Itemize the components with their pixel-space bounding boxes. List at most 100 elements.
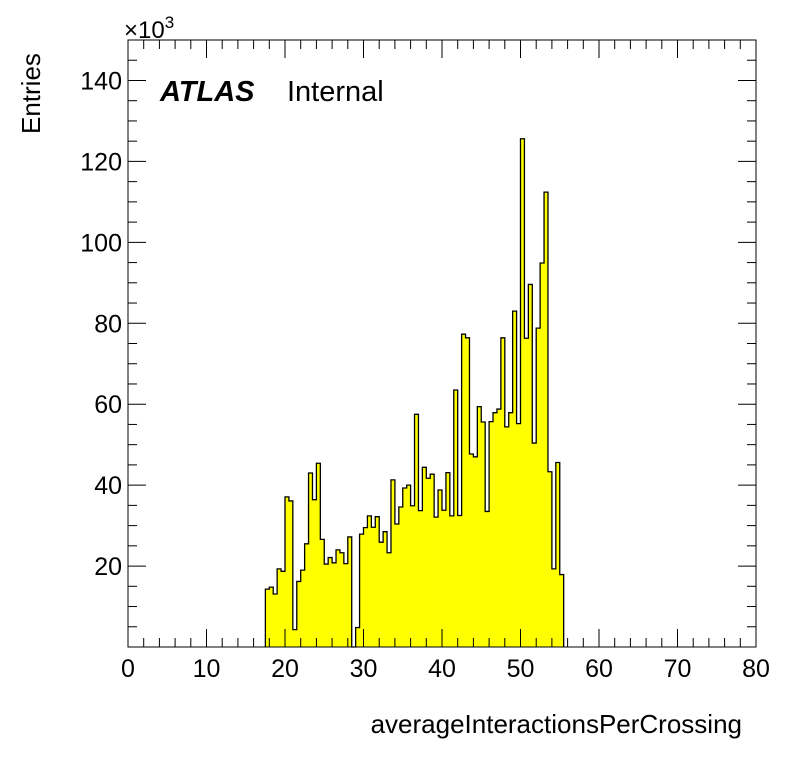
x-tick-label: 50	[507, 655, 535, 683]
histogram-bar	[359, 534, 364, 647]
histogram-bar	[547, 471, 553, 647]
histogram-bar	[555, 462, 561, 647]
histogram-bar	[316, 463, 321, 647]
histogram-bar	[265, 589, 270, 647]
status-label: Internal	[287, 76, 384, 108]
histogram-bar	[343, 563, 349, 647]
histogram-bar	[512, 311, 517, 647]
histogram-bar	[504, 426, 510, 647]
histogram-bar	[406, 485, 411, 647]
histogram-bar	[473, 456, 478, 647]
histogram-bar	[375, 516, 380, 647]
histogram-bar	[398, 506, 404, 647]
histogram-bar	[273, 593, 278, 647]
histogram-bar	[269, 587, 274, 647]
histogram-bar	[465, 337, 470, 647]
y-tick-label: 140	[80, 67, 122, 95]
histogram-bar	[508, 412, 513, 647]
histogram-bar	[347, 536, 353, 647]
histogram-bar	[308, 472, 313, 647]
histogram-bar	[442, 510, 447, 647]
histogram-bar	[363, 527, 368, 647]
histogram-bar	[500, 337, 506, 647]
x-axis-title: averageInteractionsPerCrossing	[371, 709, 742, 739]
histogram-bar	[277, 568, 282, 647]
y-tick-labels: 20 40 60 80 100 120 140	[80, 67, 122, 581]
histogram-bar	[304, 543, 309, 647]
y-tick-label: 80	[94, 310, 122, 338]
histogram-bar	[300, 570, 305, 647]
histogram-bar	[371, 527, 376, 647]
y-tick-label: 100	[80, 229, 122, 257]
histogram-bars	[264, 138, 565, 648]
histogram-bar	[516, 423, 521, 647]
x-tick-label: 80	[742, 655, 770, 683]
histogram-bar	[532, 443, 537, 647]
histogram-bar	[324, 564, 329, 647]
histogram-bar	[312, 499, 317, 647]
histogram-bar	[402, 487, 407, 647]
x-tick-label: 10	[193, 655, 221, 683]
histogram-bar	[339, 552, 345, 647]
histogram-bar	[496, 409, 502, 647]
histogram-bar	[449, 515, 455, 647]
x-tick-labels: 0 10 20 30 40 50 60 70 80	[121, 655, 770, 683]
histogram-bar	[422, 467, 427, 647]
histogram-bar	[438, 489, 443, 647]
x-tick-label: 40	[428, 655, 456, 683]
histogram-bar	[524, 338, 529, 647]
histogram-bar	[328, 557, 333, 647]
y-axis-title: Entries	[16, 53, 46, 134]
histogram-bar	[493, 412, 498, 647]
histogram-bar	[469, 453, 474, 647]
histogram-bar	[281, 571, 286, 647]
y-tick-label: 120	[80, 148, 122, 176]
histogram-bar	[426, 478, 431, 647]
y-tick-label: 40	[94, 472, 122, 500]
y-tick-label: 20	[94, 553, 122, 581]
histogram-bar	[355, 627, 360, 647]
histogram-bar	[430, 474, 435, 647]
histogram-bar	[559, 574, 564, 647]
histogram-bar	[379, 542, 384, 647]
atlas-label: ATLAS	[159, 76, 255, 108]
histogram-bar	[292, 629, 298, 647]
histogram-bar	[387, 552, 392, 647]
histogram-bar	[367, 515, 372, 647]
histogram-bar	[540, 262, 545, 647]
histogram-bar	[434, 517, 439, 647]
histogram-bar	[461, 334, 466, 647]
x-tick-label: 60	[585, 655, 613, 683]
y-axis-ticks	[128, 39, 756, 628]
histogram-bar	[383, 531, 388, 647]
y-multiplier: ×103	[124, 13, 174, 44]
histogram-bar	[414, 414, 419, 647]
histogram-bar	[481, 422, 486, 647]
histogram-bar	[457, 515, 462, 647]
histogram-bar	[418, 510, 423, 647]
histogram-bar	[332, 562, 337, 647]
x-tick-label: 0	[121, 655, 135, 683]
histogram-bar	[528, 284, 533, 647]
histogram-bar	[285, 496, 290, 647]
histogram-bar	[410, 505, 415, 647]
x-axis-ticks	[127, 40, 757, 647]
histogram-bar	[288, 500, 294, 647]
histogram-bar	[551, 568, 557, 647]
histogram-bar	[394, 523, 400, 647]
x-tick-label: 70	[664, 655, 692, 683]
x-tick-label: 20	[271, 655, 299, 683]
histogram-bar	[485, 511, 490, 647]
x-tick-label: 30	[350, 655, 378, 683]
y-tick-label: 60	[94, 391, 122, 419]
histogram-bar	[544, 192, 549, 647]
histogram-bar	[320, 539, 325, 647]
histogram-bar	[336, 549, 341, 647]
histogram-bar	[536, 328, 541, 647]
histogram-bar	[296, 581, 301, 647]
histogram-outline	[264, 138, 565, 648]
histogram-bar	[390, 479, 396, 647]
histogram-bar	[489, 421, 494, 647]
histogram-bar	[445, 472, 451, 647]
